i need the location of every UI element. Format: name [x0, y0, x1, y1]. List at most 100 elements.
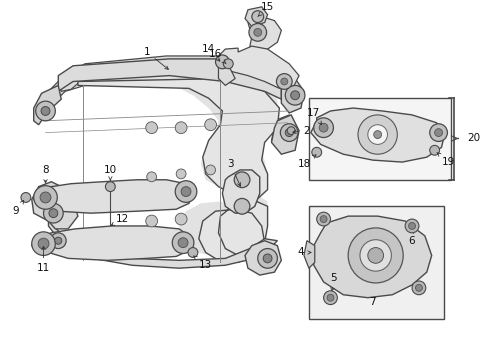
Circle shape [49, 209, 58, 217]
Circle shape [234, 198, 249, 214]
Bar [308, 98, 450, 180]
Circle shape [251, 11, 263, 23]
Polygon shape [257, 62, 290, 95]
Text: 1: 1 [143, 47, 168, 69]
Text: 5: 5 [329, 273, 336, 283]
Text: 2: 2 [292, 126, 309, 136]
Circle shape [373, 131, 381, 139]
Circle shape [32, 232, 55, 256]
Text: 14: 14 [202, 44, 220, 61]
Text: 19: 19 [436, 153, 454, 167]
Circle shape [36, 101, 55, 121]
Circle shape [187, 248, 198, 257]
Circle shape [215, 55, 229, 69]
Circle shape [40, 192, 51, 203]
Circle shape [434, 129, 442, 136]
Circle shape [145, 215, 157, 227]
Polygon shape [244, 241, 281, 275]
Polygon shape [78, 78, 279, 262]
Polygon shape [218, 46, 299, 88]
Text: 4: 4 [297, 247, 310, 257]
Text: 16: 16 [208, 49, 225, 64]
Circle shape [172, 232, 194, 253]
Text: 12: 12 [111, 214, 128, 225]
Text: 18: 18 [297, 155, 315, 169]
Text: 6: 6 [408, 236, 414, 246]
Circle shape [175, 122, 186, 134]
Circle shape [411, 281, 425, 295]
Circle shape [323, 291, 337, 305]
Circle shape [286, 127, 294, 135]
Text: 9: 9 [13, 201, 23, 216]
Text: 10: 10 [103, 165, 117, 181]
Polygon shape [58, 59, 281, 99]
Polygon shape [48, 221, 277, 268]
Circle shape [290, 91, 299, 100]
Text: 11: 11 [37, 246, 50, 273]
Polygon shape [218, 56, 235, 85]
Circle shape [175, 213, 186, 225]
Circle shape [316, 212, 330, 226]
Circle shape [280, 78, 287, 85]
Polygon shape [271, 115, 297, 150]
Polygon shape [61, 56, 279, 95]
Circle shape [285, 85, 305, 105]
Circle shape [178, 238, 187, 248]
Circle shape [347, 228, 403, 283]
Circle shape [359, 240, 390, 271]
Circle shape [223, 59, 233, 69]
Text: 8: 8 [42, 165, 49, 183]
Polygon shape [32, 182, 78, 229]
Circle shape [263, 254, 271, 263]
Circle shape [234, 172, 249, 188]
Circle shape [248, 23, 266, 41]
Circle shape [55, 237, 61, 244]
Circle shape [280, 124, 298, 141]
Circle shape [253, 28, 261, 36]
Circle shape [105, 182, 115, 192]
Circle shape [205, 165, 215, 175]
Circle shape [408, 222, 415, 229]
Text: 17: 17 [306, 108, 321, 125]
Circle shape [34, 186, 57, 209]
Polygon shape [244, 7, 267, 27]
Text: 3: 3 [226, 159, 240, 186]
Circle shape [43, 203, 63, 223]
Circle shape [405, 219, 418, 233]
Circle shape [367, 248, 383, 263]
Circle shape [38, 238, 49, 249]
Text: 20: 20 [467, 134, 480, 144]
Polygon shape [34, 180, 192, 213]
Polygon shape [34, 85, 61, 125]
Text: 13: 13 [193, 256, 212, 270]
Circle shape [204, 119, 216, 131]
Circle shape [357, 115, 396, 154]
Polygon shape [313, 216, 431, 298]
Circle shape [311, 147, 321, 157]
Text: 15: 15 [257, 2, 274, 17]
Circle shape [257, 248, 277, 268]
Circle shape [50, 233, 66, 248]
Circle shape [429, 145, 439, 155]
Circle shape [21, 193, 31, 202]
Text: 7: 7 [368, 297, 375, 307]
Polygon shape [32, 226, 192, 260]
Circle shape [367, 125, 386, 144]
Circle shape [320, 216, 326, 222]
Polygon shape [271, 115, 299, 154]
Polygon shape [222, 170, 259, 213]
Circle shape [415, 284, 422, 291]
Circle shape [145, 122, 157, 134]
Polygon shape [304, 241, 314, 268]
Circle shape [146, 172, 156, 182]
Bar [308, 206, 444, 319]
Polygon shape [281, 78, 304, 113]
Circle shape [319, 123, 327, 132]
Circle shape [175, 181, 197, 202]
Polygon shape [41, 74, 84, 118]
Circle shape [276, 74, 291, 89]
Circle shape [285, 129, 293, 136]
Circle shape [41, 107, 50, 116]
Circle shape [313, 118, 333, 138]
Circle shape [176, 169, 185, 179]
